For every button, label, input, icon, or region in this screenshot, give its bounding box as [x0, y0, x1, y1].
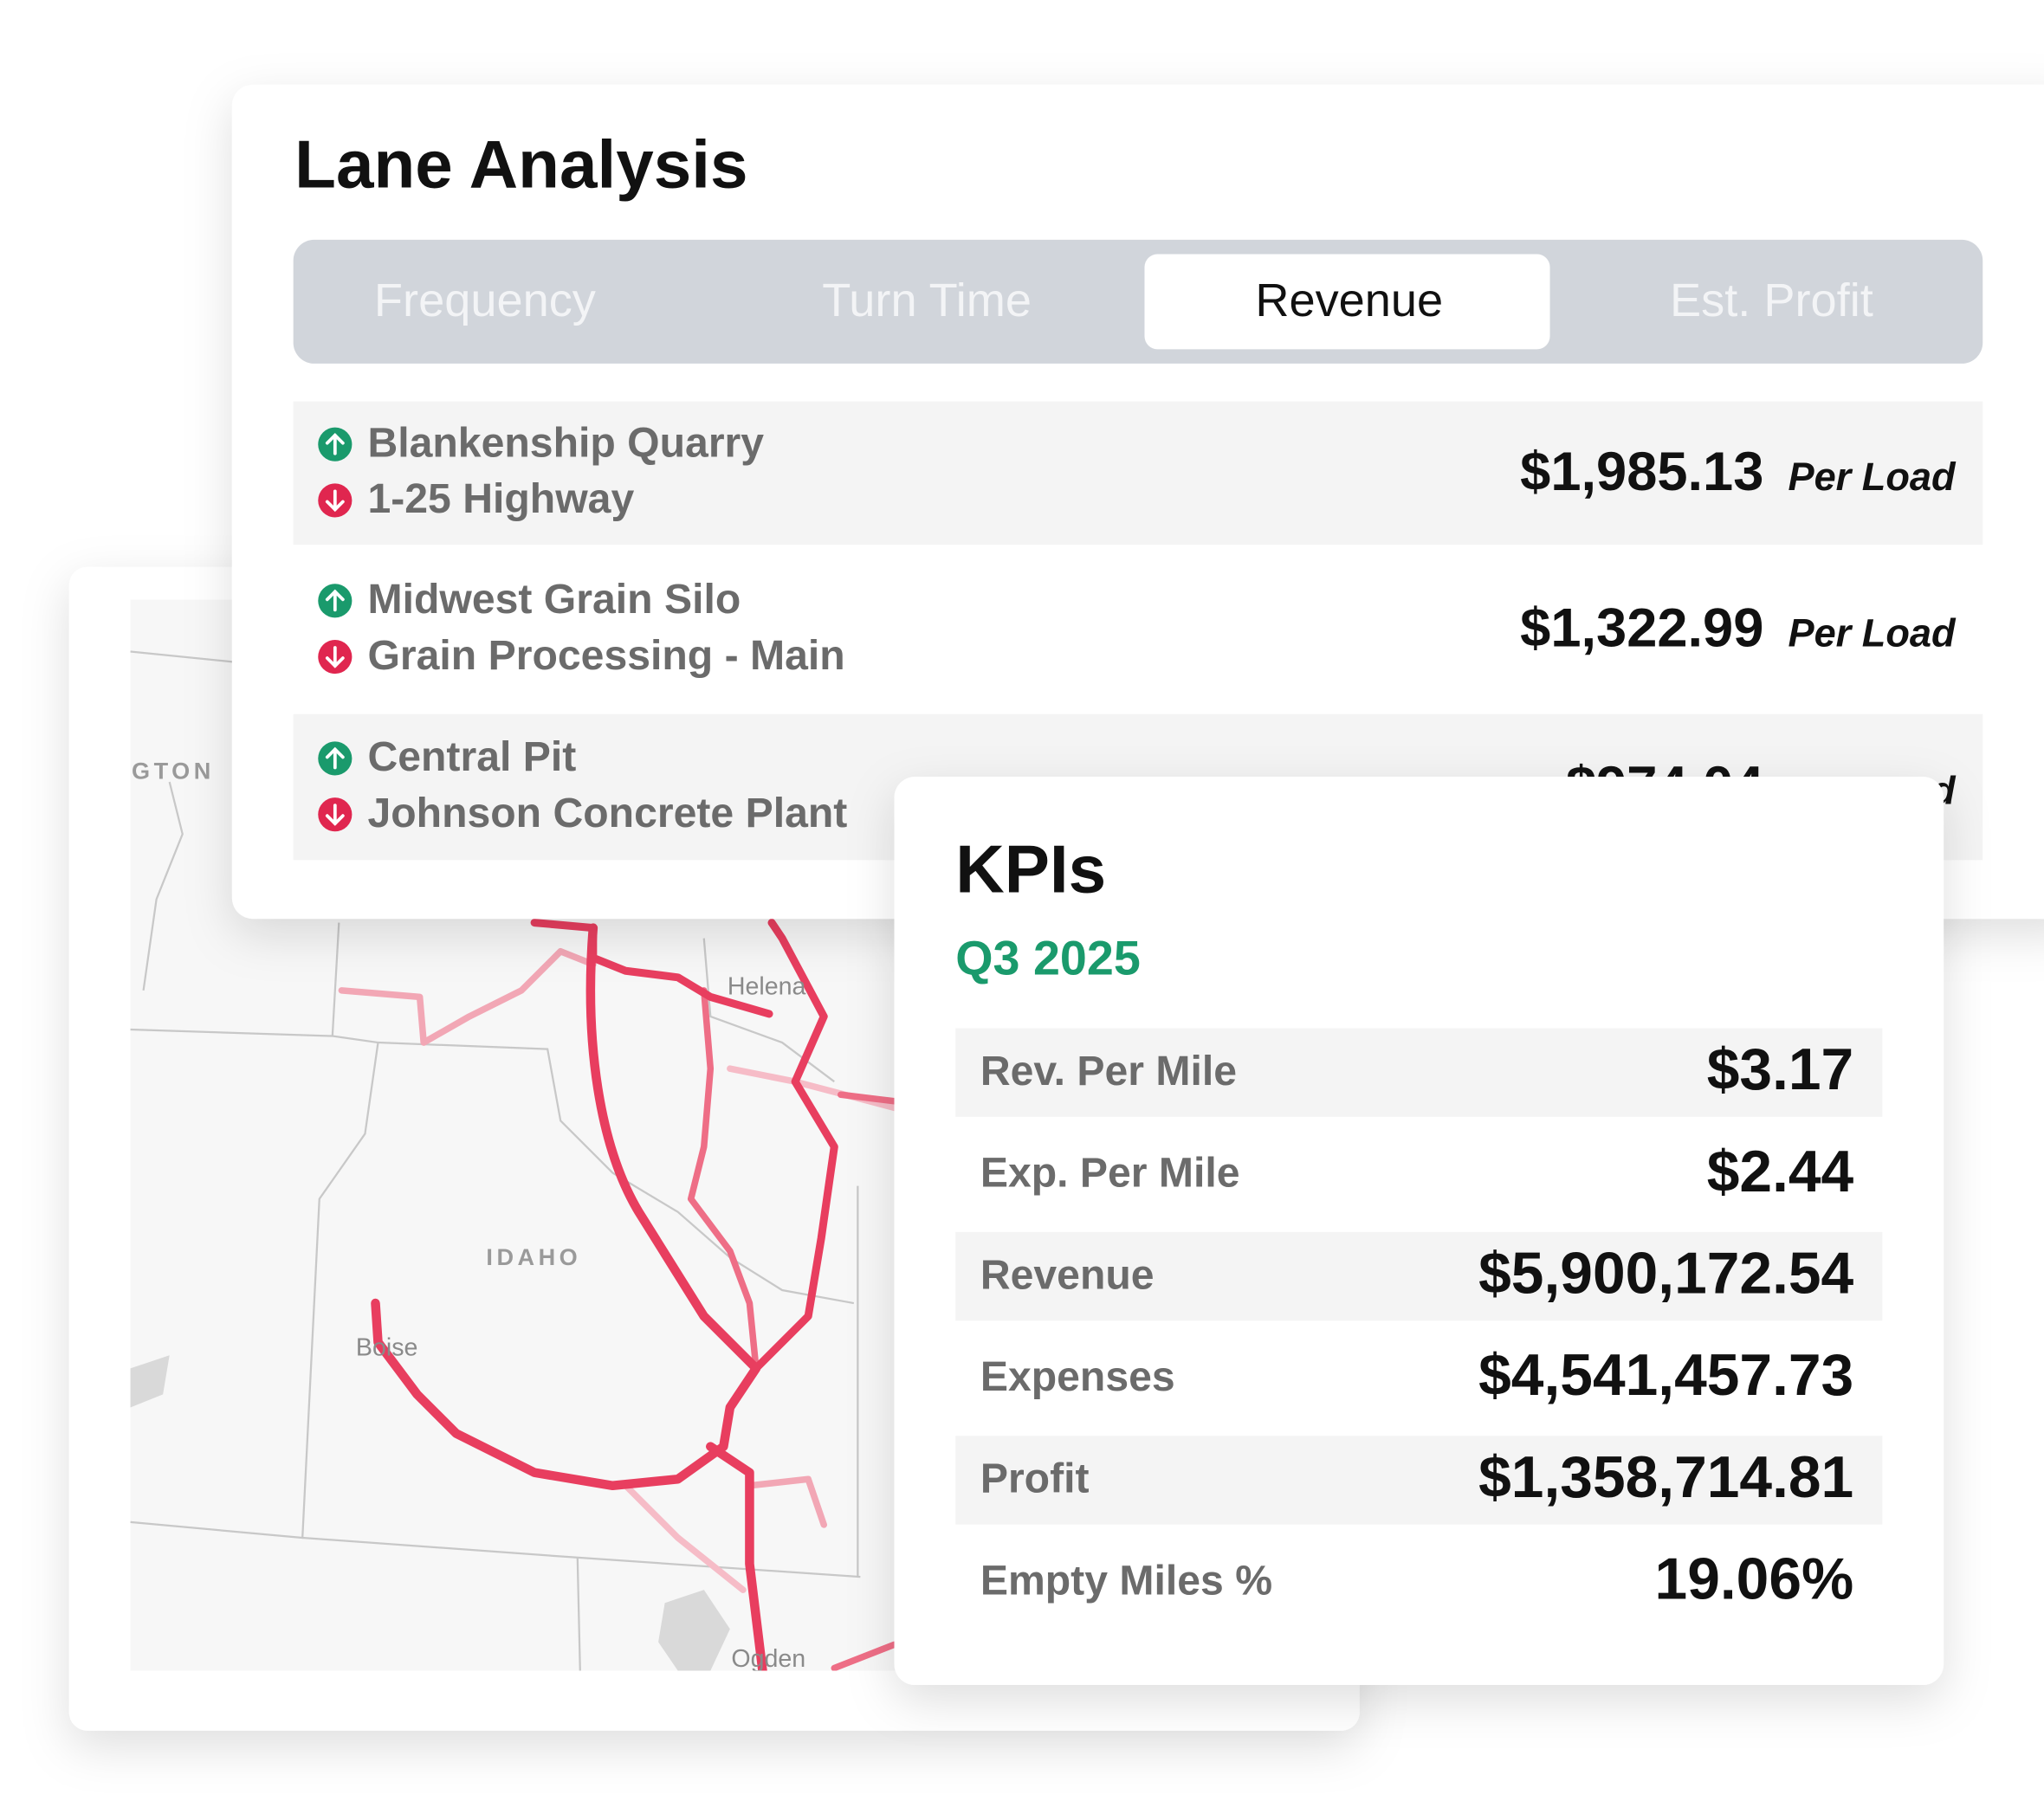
- tabs: Frequency Turn Time Revenue Est. Profit: [374, 254, 1873, 350]
- kpi-row: Expenses $4,541,457.73: [980, 1343, 1853, 1408]
- kpi-value: $5,900,172.54: [1478, 1241, 1853, 1306]
- lane-unit: Per Load: [1788, 610, 1957, 655]
- route: [752, 919, 838, 1372]
- route: [622, 1482, 747, 1593]
- route: [338, 947, 597, 1046]
- lane-analysis-card: Lane Analysis Frequency Turn Time Revenue E…: [231, 84, 2044, 920]
- lane-origin: Central Pit: [367, 733, 576, 780]
- tab[interactable]: Est. Profit: [1670, 274, 1873, 326]
- kpi-label: Exp. Per Mile: [980, 1150, 1240, 1197]
- kpi-value: 19.06%: [1655, 1547, 1854, 1612]
- kpi-row-bg: [955, 1436, 1883, 1525]
- map-label: Boise: [356, 1333, 418, 1361]
- kpi-rows: Rev. Per Mile $3.17 Exp. Per Mile $2.44 Reve…: [955, 1028, 1883, 1612]
- kpi-row-bg: [955, 1028, 1883, 1117]
- tab[interactable]: Frequency: [374, 274, 596, 326]
- lane-origin: Blankenship Quarry: [367, 419, 764, 466]
- tab-label[interactable]: Revenue: [1255, 274, 1443, 326]
- kpi-value: $4,541,457.73: [1478, 1343, 1853, 1408]
- tab-label[interactable]: Turn Time: [822, 274, 1032, 326]
- route: [371, 923, 761, 1491]
- lane-destination: Grain Processing - Main: [367, 632, 844, 679]
- origin-arrow: [325, 589, 345, 612]
- kpi-label: Rev. Per Mile: [980, 1048, 1237, 1094]
- lane-row: Midwest Grain Silo Grain Processing - Mai…: [318, 576, 1957, 679]
- lane-destination: Johnson Concrete Plant: [367, 790, 847, 836]
- tab-active-bg: [1144, 254, 1550, 350]
- lane-destination: 1-25 Highway: [367, 475, 634, 522]
- kpi-card: KPIs Q3 2025 Rev. Per Mile $3.17 Exp. Per …: [894, 777, 1944, 1686]
- kpi-row: Revenue $5,900,172.54: [955, 1231, 1883, 1321]
- kpi-row: Rev. Per Mile $3.17: [955, 1028, 1883, 1117]
- lane-value: $1,985.13: [1520, 442, 1763, 502]
- kpi-label: Revenue: [980, 1251, 1155, 1298]
- border: [702, 938, 835, 1083]
- map-label: Helena: [728, 972, 806, 1000]
- lake: [658, 1590, 730, 1671]
- map-label: Ogden: [731, 1645, 805, 1673]
- tab-label[interactable]: Est. Profit: [1670, 274, 1873, 326]
- border: [378, 1041, 855, 1305]
- route: [831, 1091, 898, 1671]
- tab-bar: [293, 239, 1983, 364]
- map-water: [130, 1355, 730, 1671]
- kpi-row: Empty Miles % 19.06%: [980, 1547, 1853, 1612]
- route: [746, 1475, 827, 1528]
- lane-row-bg: [293, 401, 1983, 545]
- map-borders: [130, 650, 861, 1671]
- border: [302, 1536, 861, 1578]
- border: [331, 922, 340, 1036]
- tab[interactable]: Turn Time: [822, 274, 1032, 326]
- route: [706, 1442, 767, 1671]
- destination-arrow: [325, 489, 345, 513]
- kpi-row-bg: [955, 1231, 1883, 1321]
- kpi-row: Profit $1,358,714.81: [955, 1436, 1883, 1525]
- kpi-row: Exp. Per Mile $2.44: [980, 1139, 1854, 1204]
- kpi-value: $3.17: [1707, 1037, 1853, 1102]
- destination-arrow: [325, 646, 345, 668]
- kpi-value: $1,358,714.81: [1478, 1445, 1853, 1510]
- map-routes: [338, 919, 898, 1671]
- map-labels: Helena IDAHO Boise Ogden GTON: [132, 758, 806, 1673]
- destination-arrow: [325, 804, 345, 826]
- lane-origin: Midwest Grain Silo: [367, 576, 741, 623]
- lake: [130, 1355, 170, 1408]
- lane-unit: Per Load: [1788, 455, 1957, 499]
- tab-label[interactable]: Frequency: [374, 274, 596, 326]
- border: [130, 650, 236, 991]
- lane-value: $1,322.99: [1520, 598, 1763, 659]
- kpi-title: KPIs: [955, 831, 1106, 907]
- map-label: IDAHO: [486, 1243, 581, 1270]
- map-label: GTON: [132, 758, 215, 784]
- kpi-label: Empty Miles %: [980, 1557, 1272, 1604]
- lane-row: Blankenship Quarry 1-25 Highway $1,985.13 P…: [293, 401, 1983, 545]
- origin-arrow: [325, 433, 345, 455]
- route: [687, 987, 760, 1372]
- kpi-label: Expenses: [980, 1353, 1175, 1400]
- origin-arrow: [325, 746, 345, 770]
- kpi-label: Profit: [980, 1456, 1090, 1502]
- lane-title: Lane Analysis: [294, 126, 747, 202]
- border: [576, 1557, 581, 1671]
- tab[interactable]: Revenue: [1144, 254, 1550, 350]
- kpi-period: Q3 2025: [955, 931, 1141, 984]
- kpi-value: $2.44: [1707, 1139, 1854, 1204]
